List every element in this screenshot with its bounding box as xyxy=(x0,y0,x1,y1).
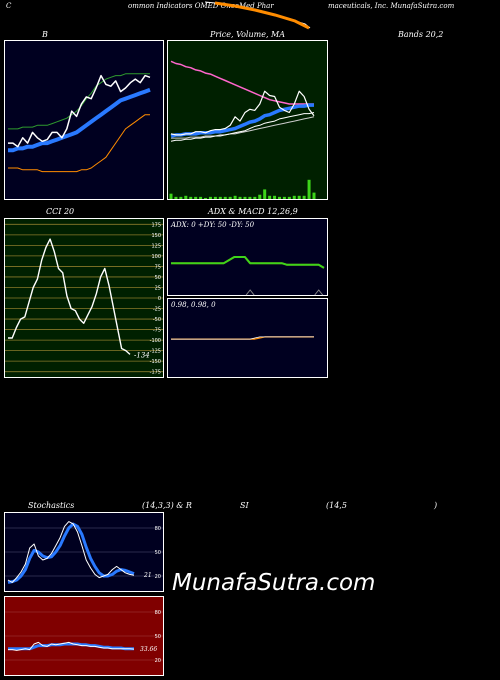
adx-dx-line xyxy=(171,256,325,269)
macd-readout: 0.98, 0.98, 0 xyxy=(171,301,216,309)
volume-bar xyxy=(312,192,316,199)
cci-tick-label: 50 xyxy=(155,275,161,281)
cci-tick-label: -75 xyxy=(153,328,161,334)
price-title-2: Bands 20,2 xyxy=(398,30,444,39)
volume-bar xyxy=(273,195,277,199)
volume-bar xyxy=(253,196,257,199)
adx-readout: ADX: 0 +DY: 50 -DY: 50 xyxy=(170,221,255,229)
volume-bar xyxy=(258,194,262,199)
cci-tick-label: -25 xyxy=(153,307,161,313)
volume-bar xyxy=(307,179,311,199)
volume-bar xyxy=(179,196,183,199)
cci-title: CCI 20 xyxy=(46,207,75,216)
cci-tick-label: 125 xyxy=(151,243,161,249)
bb-price-line xyxy=(8,74,151,148)
volume-bar xyxy=(189,196,193,199)
price-bg xyxy=(167,40,328,200)
bb-ma-line xyxy=(8,87,151,153)
volume-bar xyxy=(282,196,286,199)
volume-bar xyxy=(204,197,208,199)
volume-bar xyxy=(248,196,252,199)
rsi-title: SI xyxy=(240,501,249,510)
volume-bar xyxy=(287,196,291,199)
price-title: Price, Volume, MA xyxy=(210,30,286,39)
stoch-params: (14,3,3) & R xyxy=(142,501,192,510)
bb-bg xyxy=(4,40,164,200)
macd-bg xyxy=(167,298,328,378)
cci-tick-label: 150 xyxy=(151,233,161,239)
volume-bar xyxy=(228,196,232,199)
volume-bar xyxy=(238,196,242,199)
volume-bar xyxy=(292,195,296,199)
bb-title: B xyxy=(42,30,48,39)
cci-tick-label: -100 xyxy=(150,338,161,344)
volume-bar xyxy=(268,195,272,199)
stoch-k-line xyxy=(7,521,135,583)
volume-bar xyxy=(208,196,212,199)
watermark: MunafaSutra.com xyxy=(172,570,376,596)
price-panel xyxy=(167,40,328,200)
cci-tick-label: 175 xyxy=(151,222,161,228)
volume-bar xyxy=(174,196,178,199)
price-line xyxy=(170,90,315,136)
ma-long-line xyxy=(171,116,315,139)
bollinger-panel xyxy=(4,40,164,200)
volume-bar xyxy=(213,196,217,199)
cci-tick-label: 0 xyxy=(158,296,161,302)
rsi-tick-label: 20 xyxy=(155,658,161,664)
rsi-last-value: 33.66 xyxy=(140,646,157,653)
volume-bar xyxy=(297,195,301,199)
ma-200-line xyxy=(170,60,314,105)
volume-bar xyxy=(243,196,247,199)
cci-panel: 175 150 125 100 75 50 25 0 -25 -50 -75 -100 -125 -150… xyxy=(4,218,164,378)
volume-bar xyxy=(218,196,222,199)
header-left: C xyxy=(6,2,12,10)
rsi-panel: 80 50 20 33.66 xyxy=(4,596,164,676)
stoch-title: Stochastics xyxy=(28,501,75,510)
cci-tick-label: -50 xyxy=(153,317,161,323)
rsi-params: (14,5 xyxy=(326,501,347,510)
volume-bar xyxy=(169,193,173,199)
volume-bar xyxy=(194,196,198,199)
rsi-tick-label: 50 xyxy=(155,634,161,640)
volume-bar xyxy=(263,189,267,199)
volume-bar xyxy=(233,195,237,199)
volume-bar xyxy=(199,196,203,199)
volume-bar xyxy=(223,196,227,199)
adx-marker xyxy=(314,289,324,296)
stoch-tick-label: 50 xyxy=(155,550,161,556)
cci-last-value: -134 xyxy=(134,351,150,359)
header-ribbon xyxy=(205,1,311,30)
volume-bar xyxy=(184,195,188,199)
macd-panel: 0.98, 0.98, 0 xyxy=(167,298,328,378)
rsi-line xyxy=(8,641,135,651)
cci-tick-label: -175 xyxy=(150,370,161,376)
adx-bg xyxy=(167,218,328,296)
ma-short-line xyxy=(170,103,314,138)
macd-line xyxy=(171,336,314,340)
stoch-tick-label: 20 xyxy=(155,574,161,580)
cci-tick-label: 100 xyxy=(151,254,161,260)
adx-marker xyxy=(245,289,255,296)
cci-tick-label: -125 xyxy=(150,349,161,355)
stoch-d-line xyxy=(7,522,135,584)
stoch-last-value: 21 xyxy=(143,572,152,579)
adx-panel: ADX: 0 +DY: 50 -DY: 50 xyxy=(167,218,328,296)
header-center-1: ommon Indicators OMED OncoMed Phar xyxy=(128,2,274,10)
ma-mid-line xyxy=(170,112,315,142)
cci-line xyxy=(8,238,131,355)
header-center-2: maceuticals, Inc. MunafaSutra.com xyxy=(328,2,455,10)
cci-tick-label: -150 xyxy=(150,359,161,365)
rsi-close: ) xyxy=(434,501,438,510)
rsi-tick-label: 80 xyxy=(155,610,161,616)
volume-bar xyxy=(277,196,281,199)
cci-tick-label: 75 xyxy=(155,264,161,270)
cci-tick-label: 25 xyxy=(155,285,161,291)
bb-lower-line xyxy=(8,114,150,173)
adx-title: ADX & MACD 12,26,9 xyxy=(208,207,298,216)
volume-bar xyxy=(302,195,306,199)
stoch-tick-label: 80 xyxy=(155,526,161,532)
rsi-ma-line xyxy=(8,642,134,651)
